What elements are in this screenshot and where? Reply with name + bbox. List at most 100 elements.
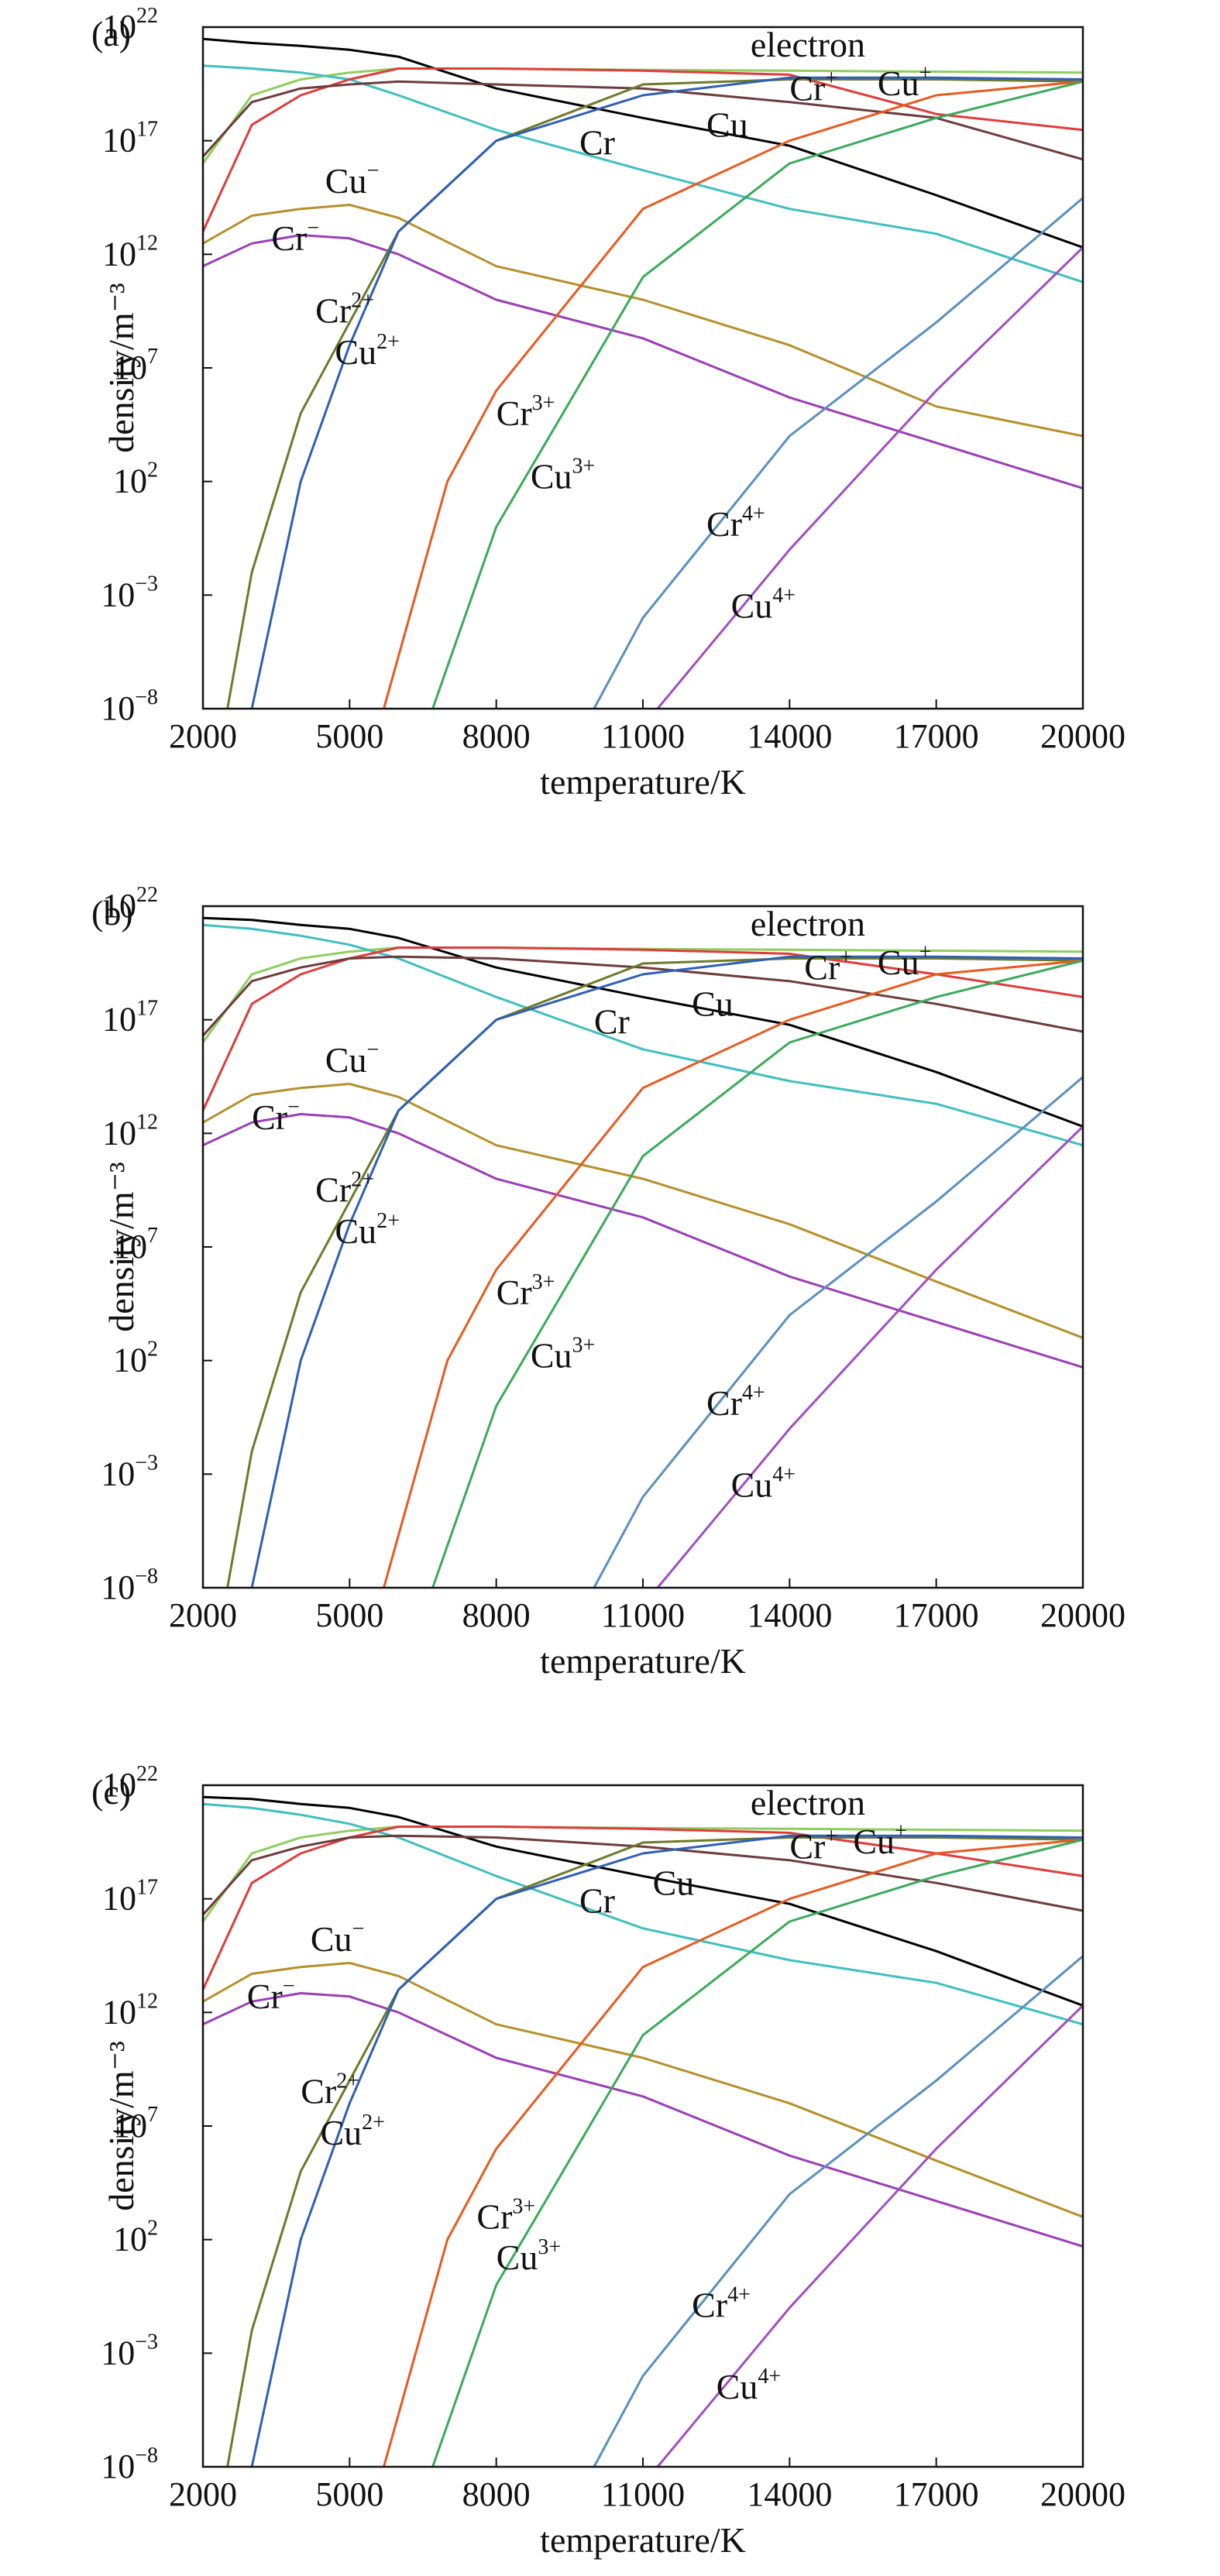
series-line-4 (203, 1113, 1083, 1369)
series-line-12 (656, 1125, 1083, 1588)
x-tick-label: 17000 (894, 717, 979, 755)
y-tick-label-main: 10 (102, 1001, 136, 1039)
series-label-main: Cr (315, 290, 351, 330)
y-tick-label-sup: 7 (147, 2103, 158, 2127)
y-tick-label: 102 (113, 459, 158, 500)
series-line-5 (203, 67, 1083, 232)
y-axis-title-main: density/m⁻³ (101, 283, 141, 453)
chart-panel-1: 2000 5000 8000 11000 14000 17000 2000010221017… (91, 4, 1125, 802)
series-line-8 (250, 1834, 1083, 2467)
series-label: Cu (692, 984, 734, 1024)
series-line-4 (203, 1992, 1083, 2248)
x-tick-label-main: 20000 (1040, 1596, 1125, 1634)
series-label-main: Cu (692, 984, 734, 1024)
panel-label: (a) (91, 14, 131, 53)
panel-label-main: (a) (91, 14, 131, 53)
x-tick-label-main: 20000 (1040, 2475, 1125, 2513)
series-label-sup: 2+ (351, 288, 374, 312)
series-label-main: Cu (653, 1863, 695, 1903)
y-tick-label: 1022 (102, 1762, 158, 1804)
x-tick-label-main: 2000 (169, 1596, 237, 1634)
series-label: Cr (594, 1001, 630, 1041)
y-tick-label-main: 10 (101, 575, 135, 613)
panel-label-main: (c) (91, 1772, 131, 1812)
series-label: Cr2+ (301, 2069, 359, 2111)
series-label: electron (751, 1783, 865, 1822)
series-label-main: electron (751, 1783, 865, 1822)
series-label: Cu+ (853, 1819, 906, 1861)
y-tick-label: 10−3 (101, 2330, 158, 2372)
y-tick-label-sup: −3 (135, 1451, 158, 1475)
x-axis-title-main: temperature/K (540, 762, 746, 802)
x-tick-label-main: 2000 (169, 2475, 237, 2513)
series-label: electron (751, 904, 865, 943)
y-tick-label-sup: 7 (147, 345, 158, 369)
y-tick-label-main: 10 (101, 2334, 135, 2372)
series-line-9 (383, 959, 1083, 1588)
series-label: Cr3+ (476, 2195, 535, 2237)
series-line-11 (593, 197, 1083, 709)
x-tick-label-main: 14000 (747, 1596, 832, 1634)
x-tick-label: 14000 (747, 2475, 832, 2513)
x-tick-label-main: 2000 (169, 717, 237, 755)
y-tick-label-sup: 17 (136, 118, 158, 142)
series-label-main: Cr (247, 1977, 283, 2016)
series-label-sup: 3+ (572, 1333, 596, 1357)
series-label-main: Cr (315, 1170, 351, 1209)
chart-panel-3: 2000 5000 8000 11000 14000 17000 2000010221017… (91, 1762, 1125, 2560)
series-line-2 (203, 64, 1083, 283)
y-tick-label: 1017 (102, 997, 158, 1039)
series-label-main: Cu (717, 2367, 758, 2406)
series-line-4 (203, 234, 1083, 489)
y-tick-label: 10−3 (101, 572, 158, 613)
series-label-main: Cr (476, 2197, 512, 2237)
y-axis-title: density/m⁻³ (101, 1162, 141, 1332)
series-line-10 (431, 959, 1083, 1588)
panel-label-main: (b) (91, 893, 133, 933)
series-label-main: Cr (301, 2072, 336, 2111)
series-label: Cr3+ (497, 1270, 555, 1312)
series-label-sup: − (366, 159, 379, 183)
series-label: Cu4+ (717, 2365, 781, 2406)
series-line-10 (431, 80, 1083, 709)
series-label: Cu+ (878, 940, 931, 982)
series-label-sup: 4+ (758, 2365, 781, 2389)
series-label-main: Cr (706, 504, 742, 544)
y-tick-label-sup: 12 (136, 231, 158, 255)
series-label-main: Cr (579, 122, 615, 162)
series-line-5 (203, 946, 1083, 1111)
series-line-2 (203, 1802, 1083, 2026)
series-label-sup: 3+ (532, 1270, 555, 1294)
x-tick-label: 17000 (894, 2475, 979, 2513)
series-label-main: Cu (706, 105, 748, 145)
series-label: Cr4+ (706, 1381, 765, 1423)
y-tick-label-main: 10 (102, 122, 136, 160)
x-tick-label-main: 11000 (601, 717, 685, 755)
series-label: Cr+ (789, 67, 837, 108)
series-line-6 (203, 1834, 1083, 1916)
x-tick-label: 14000 (747, 1596, 832, 1634)
series-label-sup: + (840, 946, 852, 970)
series-label: Cu+ (878, 61, 931, 103)
x-axis-title-main: temperature/K (540, 1641, 746, 1681)
series-label: Cr (579, 122, 615, 162)
series-label: Cu2+ (335, 1209, 399, 1251)
series-label-main: Cu (325, 161, 367, 201)
series-label-sup: 3+ (538, 2235, 561, 2259)
series-line-12 (656, 2004, 1083, 2467)
y-tick-label: 102 (113, 2217, 158, 2258)
series-label-main: Cu (853, 1822, 895, 1861)
series-label: Cr4+ (692, 2282, 751, 2324)
series-label-main: Cu (531, 1335, 572, 1375)
series-label: Cu2+ (335, 330, 399, 372)
x-tick-label: 2000 (169, 1596, 237, 1634)
series-label: electron (751, 25, 865, 64)
series-label-sup: + (895, 1819, 907, 1843)
y-tick-label-main: 10 (102, 8, 136, 46)
y-tick-label-main: 10 (102, 1880, 136, 1918)
series-label-sup: 3+ (572, 454, 596, 478)
y-tick-label-sup: 2 (147, 2217, 158, 2241)
series-label-main: Cr (594, 1001, 630, 1041)
series-label-main: Cu (335, 1211, 376, 1251)
x-tick-label-main: 17000 (894, 717, 979, 755)
